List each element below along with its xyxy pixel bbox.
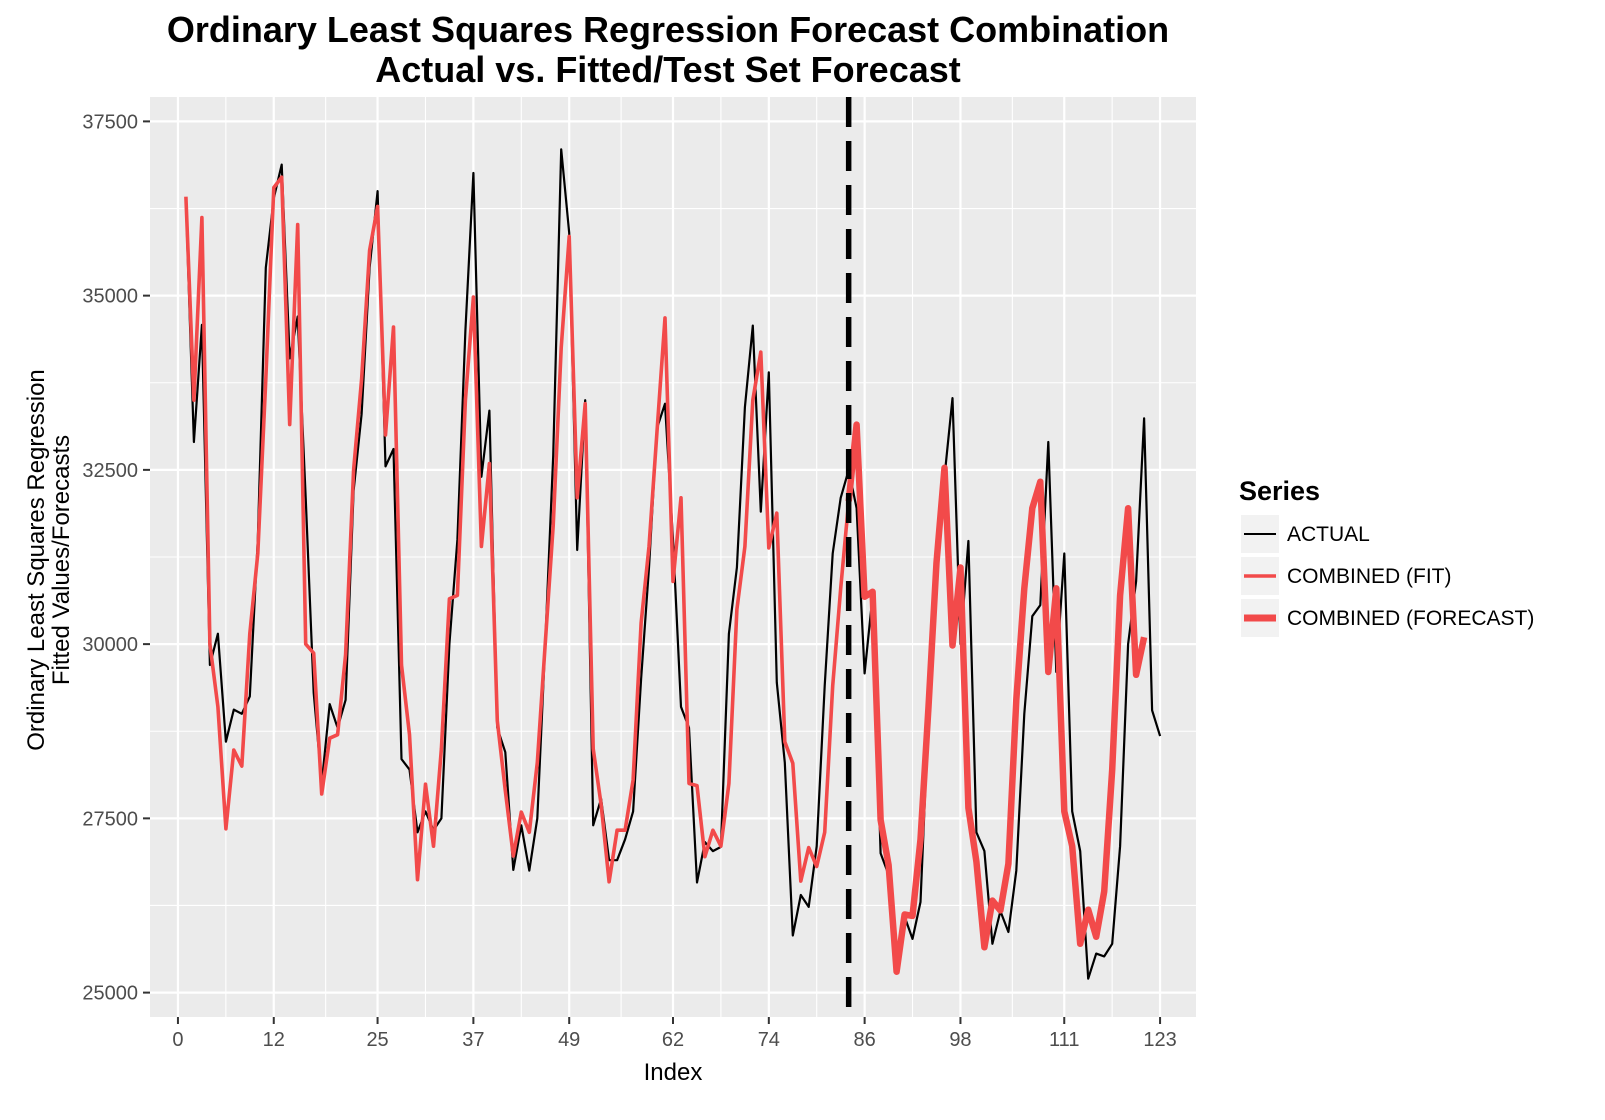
- x-tick-label: 74: [758, 1029, 780, 1051]
- series-forecast-line: [845, 421, 1148, 975]
- y-tick-label: 30000: [82, 634, 138, 656]
- x-tick-label: 0: [172, 1029, 183, 1051]
- x-axis-title: Index: [644, 1059, 703, 1086]
- series-layer: [184, 148, 1162, 980]
- x-tick-label: 98: [949, 1029, 971, 1051]
- x-tick-label: 12: [263, 1029, 285, 1051]
- chart-title: Ordinary Least Squares Regression Foreca…: [167, 9, 1169, 50]
- x-tick-label: 25: [366, 1029, 388, 1051]
- chart-subtitle: Actual vs. Fitted/Test Set Forecast: [375, 49, 961, 90]
- y-axis-title: Ordinary Least Squares Regression Fitted…: [23, 369, 75, 751]
- y-tick-label: 37500: [82, 111, 138, 133]
- y-tick-label: 27500: [82, 808, 138, 830]
- grid-minor: [150, 97, 1196, 1017]
- y-axis-title-line-2: Fitted Values/Forecasts: [48, 435, 75, 685]
- x-tick-label: 123: [1143, 1029, 1176, 1051]
- legend-label-forecast: COMBINED (FORECAST): [1287, 607, 1534, 630]
- y-tick-label: 25000: [82, 983, 138, 1005]
- x-axis: 0 12 25 37 49 62 74 86 98 111 123: [172, 1017, 1177, 1051]
- legend-label-actual: ACTUAL: [1287, 523, 1370, 546]
- legend-title: Series: [1239, 476, 1320, 506]
- x-tick-label: 37: [462, 1029, 484, 1051]
- x-tick-label: 86: [854, 1029, 876, 1051]
- y-tick-label: 35000: [82, 286, 138, 308]
- series-fit-line: [184, 175, 851, 884]
- grid-major: [150, 97, 1196, 1017]
- x-tick-label: 49: [558, 1029, 580, 1051]
- x-tick-label: 111: [1049, 1029, 1079, 1051]
- x-tick-label: 62: [662, 1029, 684, 1051]
- y-axis-title-line-1: Ordinary Least Squares Regression: [23, 369, 50, 751]
- y-tick-label: 32500: [82, 460, 138, 482]
- legend: Series ACTUAL COMBINED (FIT) COMBINED (F…: [1239, 476, 1534, 637]
- y-axis: 25000 27500 30000 32500 35000 37500: [82, 111, 150, 1005]
- legend-label-fit: COMBINED (FIT): [1287, 565, 1451, 588]
